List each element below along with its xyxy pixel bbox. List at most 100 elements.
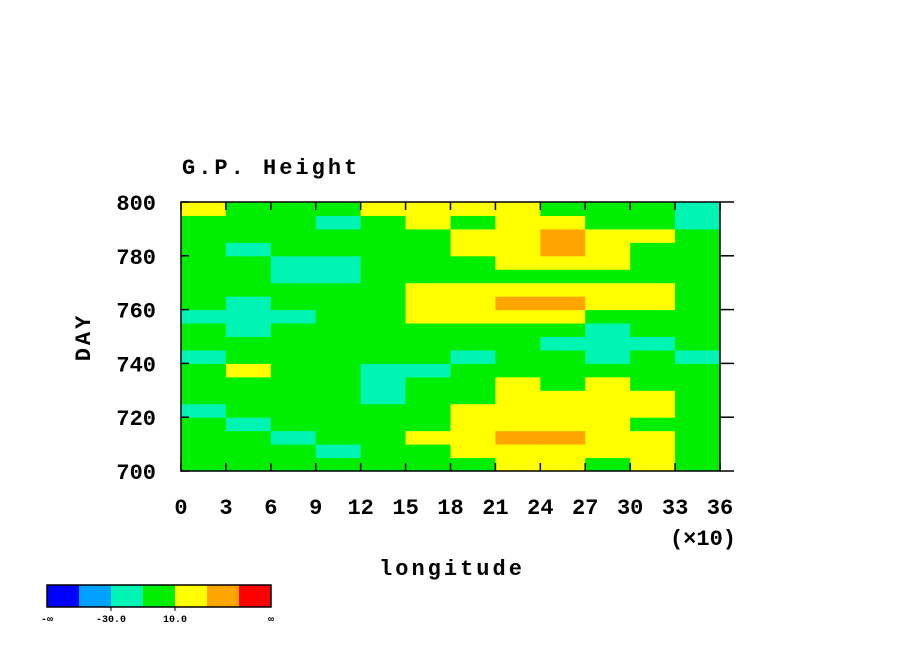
heat-cell: [225, 255, 272, 270]
heat-cell: [315, 390, 362, 405]
heat-cell: [360, 215, 407, 230]
heat-cell: [360, 417, 407, 432]
heat-cell: [360, 336, 407, 351]
y-tick-label: 780: [116, 246, 156, 271]
colorbar-box: [207, 585, 239, 607]
heat-cell: [181, 215, 227, 230]
heat-cell: [360, 228, 407, 243]
heat-cell: [225, 215, 272, 230]
heat-cell: [225, 376, 272, 391]
heat-cell: [630, 444, 676, 459]
heat-cell: [225, 403, 272, 418]
heat-cell: [225, 228, 272, 243]
heat-cell: [405, 269, 451, 284]
y-tick-label: 760: [116, 300, 156, 325]
heat-cell: [630, 336, 676, 351]
heat-cell: [360, 323, 407, 337]
heat-cell: [630, 282, 676, 297]
heat-cell: [675, 269, 721, 284]
heat-cell: [405, 336, 451, 351]
heat-cell: [540, 228, 586, 243]
heat-cell: [315, 202, 362, 216]
heat-cell: [450, 336, 496, 351]
heat-cell: [315, 349, 362, 364]
heat-cell: [181, 202, 227, 216]
y-tick-label: 700: [116, 461, 156, 486]
heat-cell: [225, 336, 272, 351]
colorbar-box: [111, 585, 143, 607]
heat-cell: [495, 376, 541, 391]
heat-cell: [450, 376, 496, 391]
heat-cell: [405, 323, 451, 337]
heat-cell: [270, 309, 317, 324]
heat-cell: [181, 228, 227, 243]
colorbar-frame: [46, 584, 272, 608]
heat-cell: [450, 296, 496, 311]
heat-cell: [181, 417, 227, 432]
heat-cell: [225, 202, 272, 216]
heat-cell: [450, 215, 496, 230]
heat-cell: [450, 309, 496, 324]
heat-cell: [495, 349, 541, 364]
colorbar-box: [47, 585, 79, 607]
heat-cell: [540, 390, 586, 405]
heat-cell: [540, 336, 586, 351]
heat-cell: [585, 363, 631, 378]
heat-cell: [181, 336, 227, 351]
heat-cell: [630, 349, 676, 364]
heat-cell: [225, 349, 272, 364]
heat-cell: [630, 269, 676, 284]
heat-cell: [585, 269, 631, 284]
x-tick-label: 6: [264, 496, 277, 521]
x-tick-label: 3: [219, 496, 232, 521]
heat-cell: [675, 215, 721, 230]
heat-cell: [405, 444, 451, 459]
heat-cell: [540, 323, 586, 337]
heat-cell: [585, 202, 631, 216]
heat-cell: [181, 444, 227, 459]
heat-cell: [270, 228, 317, 243]
y-tick-label: 740: [116, 353, 156, 378]
heat-cell: [450, 390, 496, 405]
heat-cell: [675, 390, 721, 405]
heat-cell: [405, 390, 451, 405]
heat-cell: [585, 228, 631, 243]
heat-cell: [675, 417, 721, 432]
heat-cell: [315, 255, 362, 270]
heat-cell: [270, 336, 317, 351]
heat-cell: [270, 255, 317, 270]
x-tick-label: 0: [174, 496, 187, 521]
heat-cell: [315, 242, 362, 257]
colorbar-high-label: ∞: [268, 615, 274, 626]
heat-cell: [181, 430, 227, 445]
heat-cell: [495, 269, 541, 284]
heat-cell: [630, 457, 676, 472]
heat-cell: [675, 349, 721, 364]
heat-cell: [405, 282, 451, 297]
heat-cell: [585, 457, 631, 472]
heat-cell: [675, 444, 721, 459]
heat-cell: [540, 282, 586, 297]
colorbar-box: [175, 585, 207, 607]
heat-cell: [585, 215, 631, 230]
heat-cell: [360, 242, 407, 257]
heat-cell: [540, 349, 586, 364]
heat-cell: [630, 296, 676, 311]
heat-cell: [540, 309, 586, 324]
heat-cell: [181, 269, 227, 284]
heat-cell: [630, 242, 676, 257]
heat-cell: [585, 390, 631, 405]
x-tick-label: 33: [662, 496, 688, 521]
heat-cell: [270, 242, 317, 257]
heat-cell: [225, 296, 272, 311]
heat-cell: [540, 269, 586, 284]
heat-cell: [585, 430, 631, 445]
heat-cell: [495, 215, 541, 230]
colorbar-label: -30.0: [96, 615, 126, 626]
heat-cell: [495, 296, 541, 311]
heat-cell: [270, 323, 317, 337]
heat-cell: [315, 282, 362, 297]
heat-cell: [585, 403, 631, 418]
heat-cell: [405, 417, 451, 432]
